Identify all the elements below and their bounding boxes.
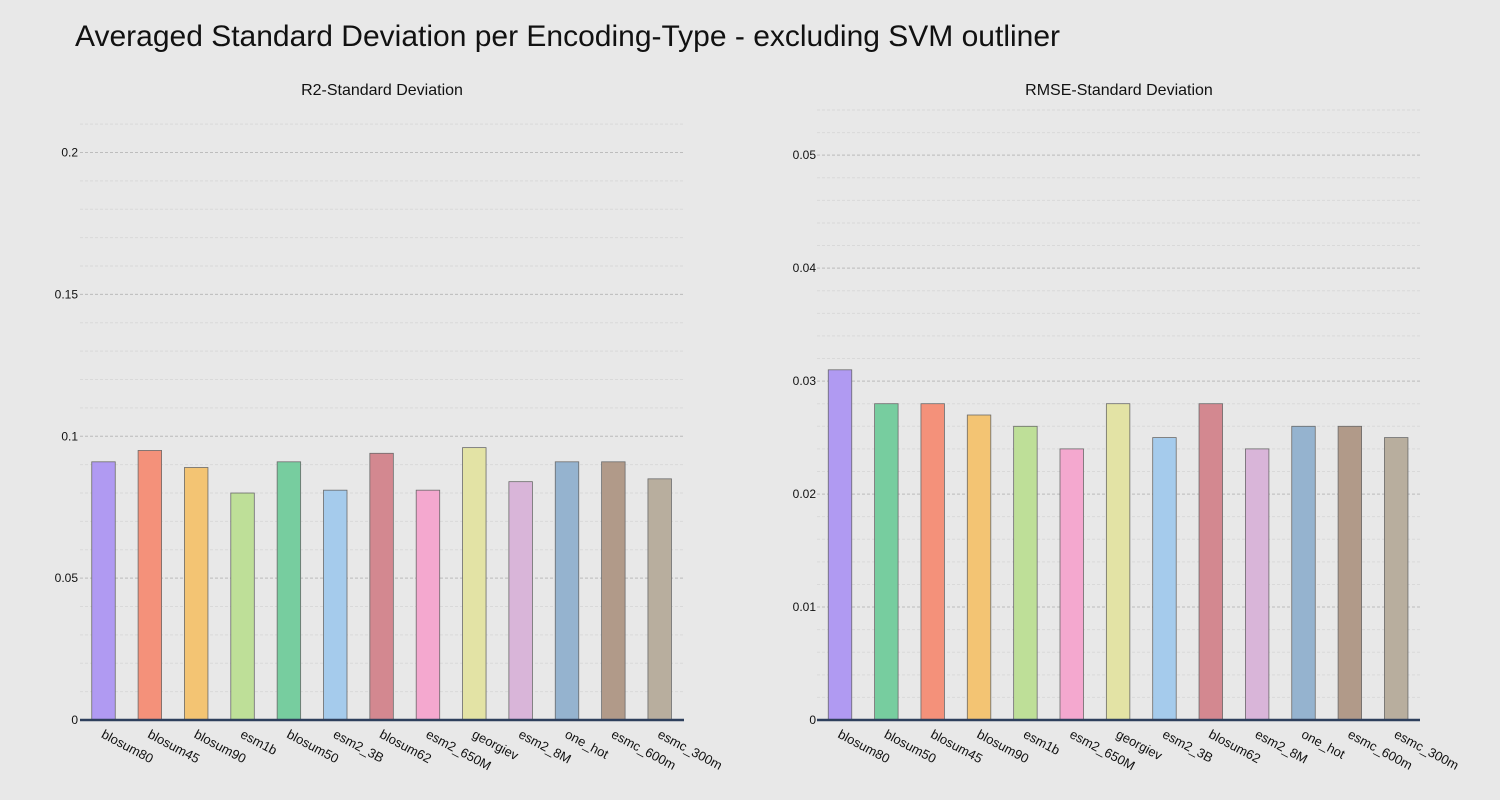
r2-x-tick-label: blosum50 bbox=[284, 726, 341, 766]
rmse-bar-one_hot bbox=[1291, 425, 1316, 721]
rmse-y-tick-label: 0.03 bbox=[793, 374, 817, 388]
r2-bar-esm1b bbox=[230, 492, 255, 721]
r2-y-tick-label: 0.1 bbox=[61, 429, 78, 443]
r2-bar-one_hot bbox=[554, 461, 580, 721]
rmse-y-tick-label: 0.04 bbox=[793, 261, 817, 275]
rmse-bar-georgiev bbox=[1105, 403, 1131, 721]
r2-x-tick-label: esm2_8M bbox=[516, 726, 573, 766]
r2-bar-esmc_300m bbox=[647, 478, 672, 721]
r2-bar-esmc_600m bbox=[601, 461, 626, 721]
rmse-x-tick-label: blosum45 bbox=[928, 726, 985, 766]
r2-x-tick-label: blosum90 bbox=[192, 726, 249, 766]
rmse-bar-blosum62 bbox=[1198, 403, 1223, 721]
r2-y-tick-label: 0.15 bbox=[55, 287, 79, 301]
rmse-x-tick-label: esm2_8M bbox=[1253, 726, 1310, 766]
rmse-bar-esm2_3B bbox=[1152, 437, 1177, 721]
rmse-bar-esm2_8M bbox=[1245, 448, 1270, 721]
rmse-y-tick-label: 0 bbox=[809, 713, 816, 727]
rmse-bar-esmc_300m bbox=[1384, 437, 1409, 721]
rmse-bar-blosum45 bbox=[920, 403, 945, 721]
rmse-y-tick-label: 0.02 bbox=[793, 487, 817, 501]
rmse-bar-blosum50 bbox=[874, 403, 899, 721]
r2-std-title: R2-Standard Deviation bbox=[301, 82, 463, 99]
rmse-bar-esm2_650M bbox=[1059, 448, 1084, 721]
rmse-x-tick-label: esm2_3B bbox=[1160, 726, 1216, 765]
rmse-x-tick-label: blosum80 bbox=[836, 726, 893, 766]
r2-y-tick-label: 0 bbox=[71, 713, 78, 727]
r2-bar-georgiev bbox=[462, 447, 487, 721]
rmse-bar-blosum80 bbox=[827, 369, 853, 721]
r2-x-tick-label: blosum80 bbox=[99, 726, 156, 766]
rmse-y-tick-label: 0.05 bbox=[793, 148, 817, 162]
rmse-std-panel: RMSE-Standard Deviation 0 0.01 0.02 0.03 0.0… bbox=[793, 82, 1462, 773]
r2-bar-esm2_3B bbox=[323, 489, 348, 721]
r2-bar-blosum90 bbox=[184, 467, 209, 721]
r2-x-tick-label: blosum45 bbox=[145, 726, 202, 766]
r2-std-panel: R2-Standard Deviation 0 0.05 0.1 0.15 0.2 blo… bbox=[55, 82, 725, 773]
rmse-y-tick-label: 0.01 bbox=[793, 600, 817, 614]
r2-bar-esm2_8M bbox=[508, 481, 533, 721]
main-title: Averaged Standard Deviation per Encoding… bbox=[75, 20, 1061, 53]
r2-bar-blosum50 bbox=[276, 461, 302, 721]
rmse-bar-blosum90 bbox=[966, 414, 992, 721]
r2-x-tick-label: esm2_3B bbox=[331, 726, 387, 765]
r2-x-tick-label: blosum62 bbox=[377, 726, 434, 766]
r2-y-tick-label: 0.05 bbox=[55, 571, 79, 585]
r2-bar-blosum80 bbox=[91, 461, 116, 721]
rmse-x-tick-label: blosum90 bbox=[975, 726, 1032, 766]
rmse-bar-esm1b bbox=[1013, 425, 1038, 721]
rmse-x-tick-label: blosum50 bbox=[882, 726, 939, 766]
rmse-std-title: RMSE-Standard Deviation bbox=[1025, 82, 1213, 99]
r2-bar-blosum45 bbox=[137, 450, 163, 721]
r2-bar-esm2_650M bbox=[415, 489, 441, 721]
rmse-x-tick-label: blosum62 bbox=[1206, 726, 1263, 766]
r2-y-tick-label: 0.2 bbox=[61, 146, 78, 160]
r2-bar-blosum62 bbox=[369, 452, 394, 721]
rmse-bar-esmc_600m bbox=[1337, 425, 1362, 721]
